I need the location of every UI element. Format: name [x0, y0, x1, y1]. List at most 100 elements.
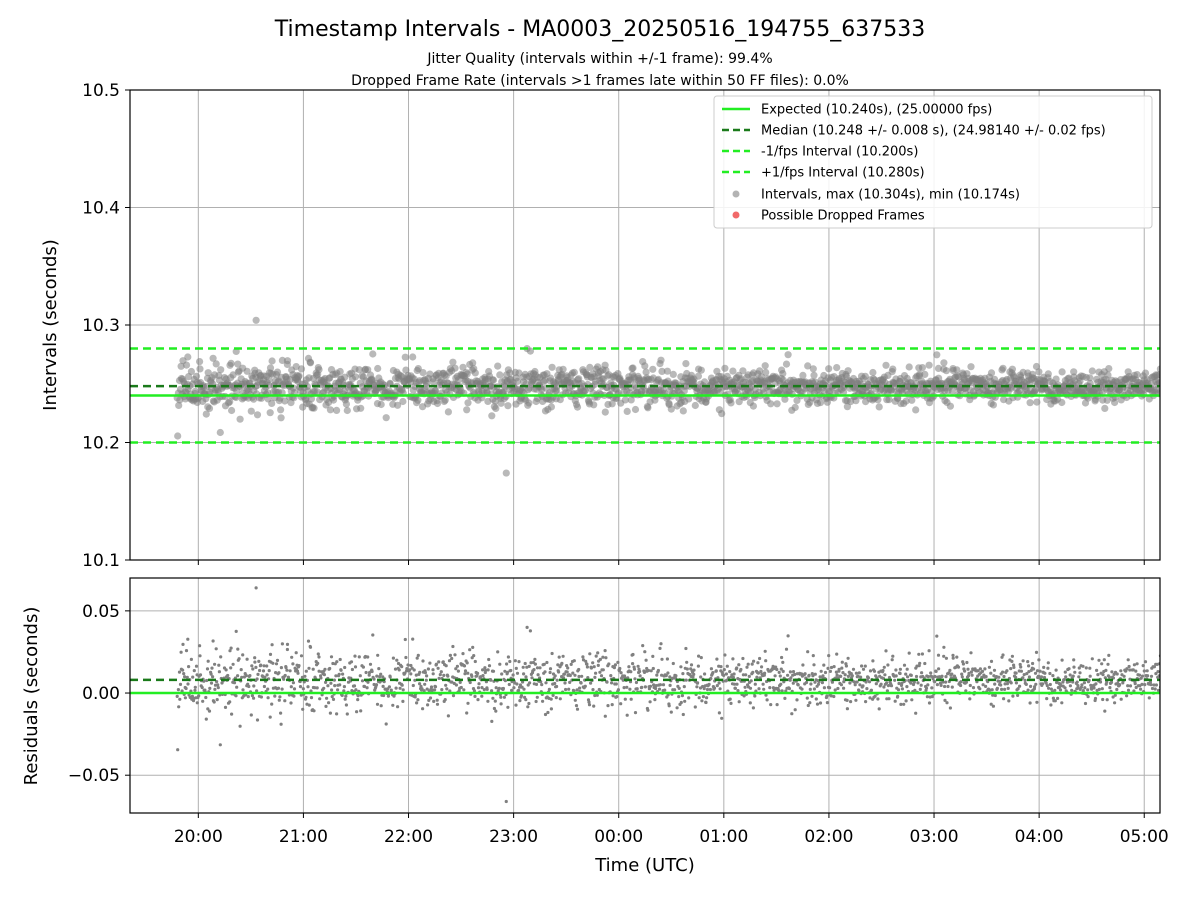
residual-point	[835, 673, 839, 677]
residual-point	[535, 695, 539, 699]
interval-point	[833, 364, 841, 372]
residual-point	[431, 668, 435, 672]
residual-point	[744, 673, 748, 677]
residual-point	[502, 695, 506, 699]
residual-point	[868, 669, 873, 673]
residual-point	[697, 654, 701, 658]
residual-point	[674, 674, 678, 678]
residual-point	[927, 701, 932, 705]
residual-point	[297, 664, 301, 668]
residual-point	[728, 670, 732, 674]
residual-point	[844, 664, 849, 668]
interval-point	[273, 368, 282, 376]
residual-point	[910, 698, 914, 702]
residual-point	[821, 674, 825, 678]
residuals-grid	[130, 578, 1160, 813]
residual-point	[262, 664, 266, 668]
residual-point	[719, 665, 723, 669]
residual-point	[1019, 669, 1024, 673]
residual-point	[748, 686, 753, 690]
residual-point	[885, 681, 889, 685]
interval-point	[469, 359, 477, 367]
residual-point	[1156, 670, 1160, 674]
residual-point	[577, 674, 581, 679]
residual-point	[849, 700, 853, 704]
residual-point	[828, 686, 832, 690]
residual-point	[472, 654, 476, 658]
residual-point	[696, 664, 701, 668]
legend-label-lower-bound: -1/fps Interval (10.200s)	[761, 145, 918, 160]
residual-point	[446, 714, 450, 718]
residual-point	[810, 694, 814, 698]
interval-point	[847, 398, 855, 406]
residual-point	[179, 650, 183, 654]
residual-point	[533, 662, 538, 666]
residual-point	[616, 688, 621, 692]
residual-point	[178, 682, 183, 687]
residual-point	[1095, 668, 1099, 673]
residual-point	[536, 673, 540, 677]
residual-point	[882, 685, 886, 689]
residual-point	[183, 696, 187, 700]
residual-point	[480, 686, 484, 690]
residual-point	[527, 701, 531, 706]
residual-point	[778, 674, 782, 678]
residual-point	[897, 681, 901, 686]
residual-point	[177, 670, 182, 674]
residual-point	[1081, 664, 1085, 668]
residual-point	[551, 693, 555, 698]
residual-point	[304, 669, 308, 673]
residual-point	[291, 681, 295, 685]
residual-point	[247, 684, 251, 689]
residual-point	[226, 673, 230, 678]
residual-point	[1043, 671, 1047, 675]
residual-point	[194, 664, 199, 668]
residual-point	[362, 684, 367, 689]
residual-point	[1083, 701, 1088, 706]
interval-point	[782, 360, 791, 368]
residual-point	[262, 684, 266, 689]
residual-point	[329, 681, 333, 685]
residual-point	[375, 702, 380, 706]
residual-point	[627, 665, 631, 669]
residuals-panel: −0.05 0.00 0.05 20:00 21:00 22:00 23:00 00:00 0…	[21, 577, 1169, 876]
residual-point	[976, 669, 980, 673]
residual-point	[623, 697, 627, 701]
interval-point	[278, 356, 286, 364]
residual-point	[426, 703, 430, 707]
interval-point	[1035, 368, 1043, 376]
residual-point	[701, 695, 706, 699]
residual-point	[548, 667, 553, 671]
residual-point	[431, 672, 435, 676]
residual-point	[756, 661, 760, 665]
residual-point	[611, 694, 615, 698]
residual-point	[241, 688, 245, 692]
residual-point	[944, 675, 948, 679]
residual-point	[1084, 666, 1088, 670]
residual-point	[1049, 703, 1053, 707]
residual-point	[593, 693, 597, 698]
interval-point	[685, 395, 693, 403]
residual-point	[268, 652, 273, 657]
residual-point	[955, 655, 959, 659]
residual-point	[409, 672, 413, 676]
residual-point	[534, 682, 539, 687]
residual-point	[1127, 664, 1131, 669]
residual-point	[1027, 664, 1031, 668]
residual-point	[864, 700, 868, 704]
residual-point	[1056, 696, 1060, 701]
residual-point	[614, 682, 618, 686]
residual-point	[728, 697, 732, 701]
residual-point	[523, 661, 527, 666]
residuals-points	[175, 586, 1160, 804]
residual-point	[1058, 688, 1063, 692]
interval-point	[762, 368, 770, 376]
residual-point	[566, 666, 570, 670]
interval-point	[187, 367, 195, 376]
residual-point	[1149, 683, 1153, 687]
residual-point	[497, 686, 501, 690]
residual-point	[223, 705, 228, 710]
residual-point	[692, 672, 696, 677]
residual-point	[526, 705, 530, 709]
residual-point	[803, 672, 807, 676]
